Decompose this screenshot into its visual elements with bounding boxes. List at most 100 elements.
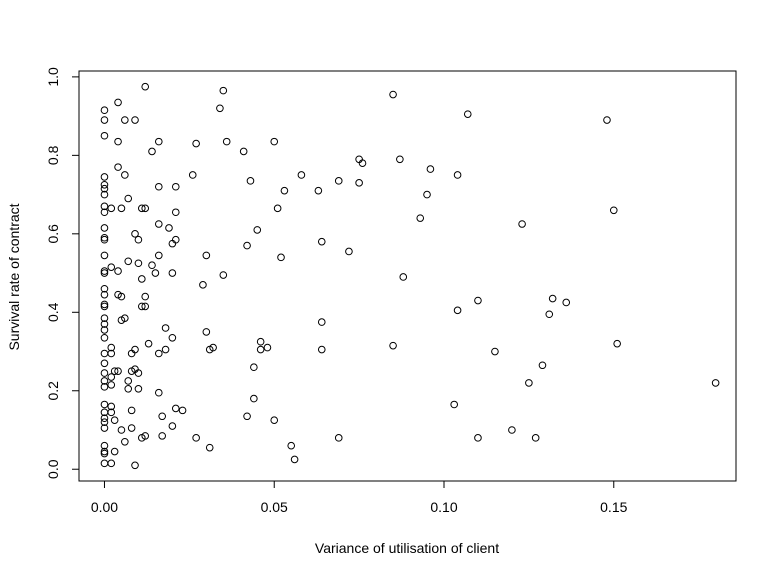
data-point xyxy=(114,137,122,146)
data-point xyxy=(127,424,136,432)
data-point xyxy=(545,310,554,319)
data-point xyxy=(613,339,621,348)
data-point xyxy=(154,388,163,397)
data-point xyxy=(158,432,166,440)
data-point xyxy=(121,314,129,322)
data-point xyxy=(491,347,499,356)
data-point xyxy=(250,363,258,372)
data-point xyxy=(188,171,197,179)
data-point xyxy=(450,400,458,409)
data-point xyxy=(117,426,126,434)
data-point xyxy=(389,90,397,99)
data-point xyxy=(100,459,109,468)
data-point xyxy=(474,434,482,442)
data-point xyxy=(358,159,367,167)
data-point xyxy=(100,251,109,260)
data-point xyxy=(100,106,109,115)
data-point xyxy=(141,302,150,311)
data-point xyxy=(100,320,109,328)
data-point xyxy=(100,400,109,409)
data-point xyxy=(205,443,214,452)
data-point xyxy=(314,186,323,195)
data-point xyxy=(131,461,139,470)
data-point xyxy=(134,235,143,244)
data-point xyxy=(107,204,116,213)
data-point xyxy=(508,426,516,434)
data-point xyxy=(100,377,109,385)
data-point xyxy=(121,437,129,446)
data-point xyxy=(100,349,109,358)
data-point xyxy=(107,263,116,271)
data-point xyxy=(100,300,109,309)
data-point xyxy=(161,324,170,332)
data-point xyxy=(171,208,180,217)
data-point xyxy=(158,412,166,421)
data-point xyxy=(138,275,146,283)
data-point xyxy=(399,273,408,281)
data-point xyxy=(100,173,109,181)
data-point xyxy=(121,116,129,124)
data-point xyxy=(107,381,116,389)
y-tick-label: 0.6 xyxy=(45,224,61,244)
data-point xyxy=(168,269,177,277)
data-point xyxy=(463,110,472,118)
data-point xyxy=(219,271,228,279)
data-point xyxy=(334,434,343,442)
data-point xyxy=(100,269,109,277)
data-point xyxy=(124,194,133,203)
data-point xyxy=(518,220,526,228)
data-point xyxy=(165,224,173,232)
data-point xyxy=(202,328,211,336)
data-point xyxy=(134,385,143,393)
data-point xyxy=(154,220,163,228)
data-point xyxy=(171,404,180,413)
data-point xyxy=(263,343,272,352)
data-point xyxy=(202,251,211,260)
data-point xyxy=(423,190,431,199)
data-point xyxy=(148,261,156,270)
data-point xyxy=(100,208,109,217)
data-point xyxy=(531,434,540,442)
data-point xyxy=(562,298,571,307)
data-point xyxy=(134,259,143,268)
data-point xyxy=(138,204,146,213)
data-point xyxy=(253,226,262,234)
data-point xyxy=(297,171,306,179)
data-point xyxy=(107,349,116,358)
data-point xyxy=(100,202,109,211)
data-point xyxy=(171,182,180,191)
data-point xyxy=(141,432,150,440)
data-point xyxy=(389,341,397,350)
data-point xyxy=(154,251,163,260)
data-point xyxy=(151,269,160,277)
data-point xyxy=(474,296,482,305)
data-point xyxy=(256,345,265,354)
data-point xyxy=(100,131,109,140)
y-tick-label: 0.8 xyxy=(45,145,61,165)
data-point xyxy=(168,333,177,342)
data-point xyxy=(317,237,326,246)
data-point xyxy=(280,186,289,195)
data-point xyxy=(100,333,109,342)
data-point xyxy=(453,306,462,315)
data-point xyxy=(334,177,343,185)
x-axis-label: Variance of utilisation of client xyxy=(315,540,499,556)
data-points xyxy=(100,82,720,470)
x-tick-label: 0.05 xyxy=(261,499,288,515)
x-tick-label: 0.00 xyxy=(91,499,118,515)
data-point xyxy=(144,339,153,348)
data-point xyxy=(100,414,109,423)
data-point xyxy=(100,233,109,242)
data-point xyxy=(192,434,200,442)
data-point xyxy=(256,337,265,346)
data-point xyxy=(100,284,109,293)
data-point xyxy=(222,137,231,146)
data-point xyxy=(273,204,282,213)
data-point xyxy=(416,214,425,222)
data-point xyxy=(141,204,150,213)
data-point xyxy=(270,137,279,146)
data-point xyxy=(107,408,116,417)
data-point xyxy=(243,412,251,421)
data-point xyxy=(250,394,258,403)
data-point xyxy=(548,294,557,303)
